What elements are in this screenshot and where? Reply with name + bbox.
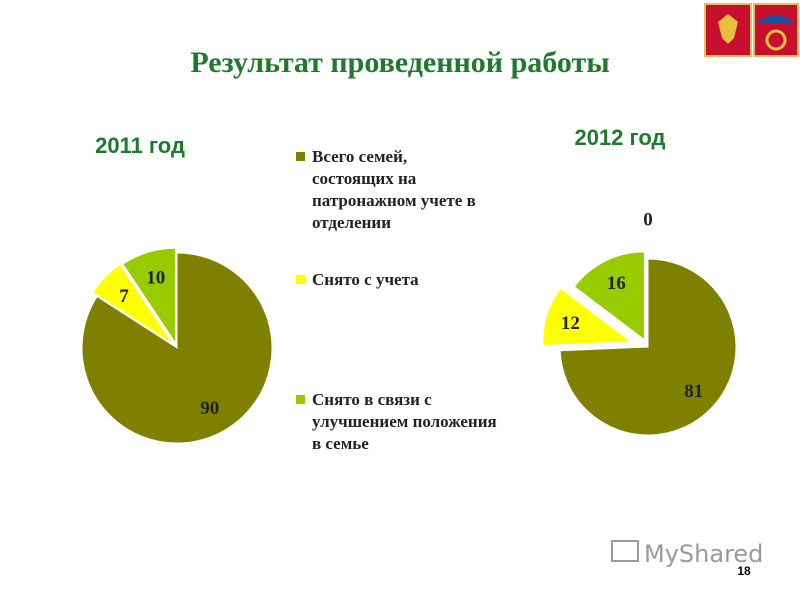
pie-slice: [81, 252, 273, 444]
watermark: MyShared: [644, 540, 763, 568]
data-label: 81: [684, 381, 703, 402]
data-label: 16: [607, 273, 626, 294]
pie-slice: [122, 247, 177, 345]
slide-title: Результат проведенной работы: [190, 46, 609, 79]
logo-coat-of-arms: [704, 3, 752, 57]
pie-slice: [92, 264, 174, 345]
pie-slice: [573, 251, 645, 341]
data-label: 10: [146, 268, 165, 289]
page-number: 18: [737, 564, 751, 578]
legend-swatch: [296, 395, 305, 404]
data-label: 90: [200, 398, 219, 419]
legend-label: Снято в связи с улучшением положения в сем…: [312, 390, 497, 453]
logo-region: [753, 3, 799, 57]
watermark-logo: MyShared: [611, 540, 763, 568]
chart-title: 2012 год: [574, 125, 665, 150]
pie-slice: [542, 287, 633, 346]
data-label: 0: [643, 209, 653, 230]
data-label: 12: [561, 313, 580, 334]
data-label: 7: [119, 286, 129, 307]
pie-slice: [559, 258, 737, 436]
legend-swatch: [296, 275, 305, 284]
legend-swatch: [296, 152, 305, 161]
legend-label: Всего семей, состоящих на патронажном учет…: [312, 147, 476, 232]
chart-title: 2011 год: [95, 133, 185, 158]
legend-label: Снято с учета: [312, 270, 419, 289]
